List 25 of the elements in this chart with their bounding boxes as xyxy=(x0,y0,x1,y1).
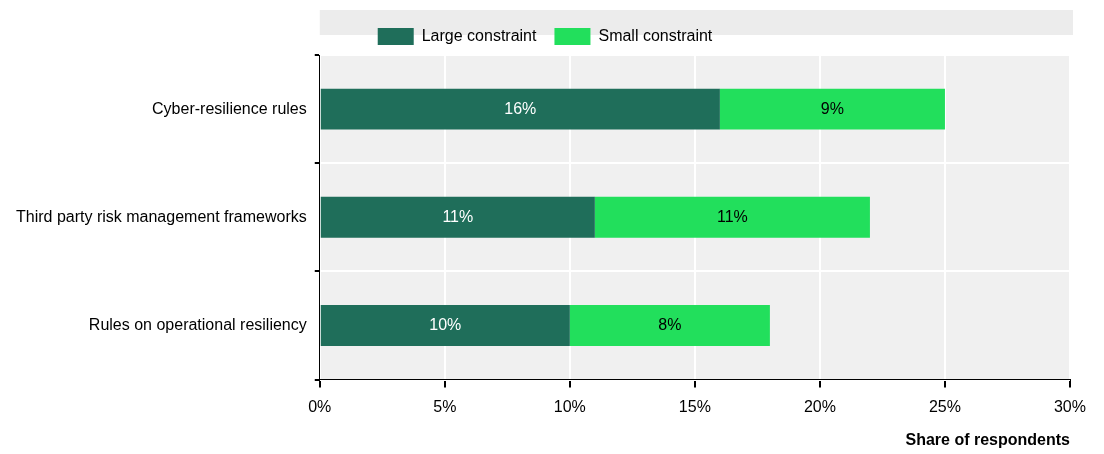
x-tick-label: 15% xyxy=(678,397,711,415)
data-label: 16% xyxy=(504,99,537,117)
x-tick-label: 0% xyxy=(308,397,332,415)
x-axis-title: Share of respondents xyxy=(905,430,1071,448)
bar xyxy=(320,305,570,346)
y-tick-label: Rules on operational resiliency xyxy=(88,315,307,333)
bar xyxy=(320,196,595,238)
x-tick-label: 25% xyxy=(928,397,961,415)
x-tick-label: 20% xyxy=(803,397,836,415)
y-tick-label: Cyber-resilience rules xyxy=(152,99,307,117)
data-label: 11% xyxy=(716,207,748,225)
legend-label: Large constraint xyxy=(421,26,538,44)
bar xyxy=(320,88,720,130)
data-label: 11% xyxy=(442,207,474,225)
x-tick-label: 5% xyxy=(433,397,457,415)
data-label: 9% xyxy=(820,99,844,117)
y-tick-label: Third party risk management frameworks xyxy=(15,207,307,225)
data-label: 8% xyxy=(658,315,682,333)
legend-label: Small constraint xyxy=(598,26,713,44)
x-tick-label: 30% xyxy=(1053,397,1086,415)
x-tick-label: 10% xyxy=(553,397,586,415)
bar xyxy=(569,305,770,346)
data-label: 10% xyxy=(429,315,462,333)
bar xyxy=(719,88,945,130)
bar xyxy=(594,196,870,238)
